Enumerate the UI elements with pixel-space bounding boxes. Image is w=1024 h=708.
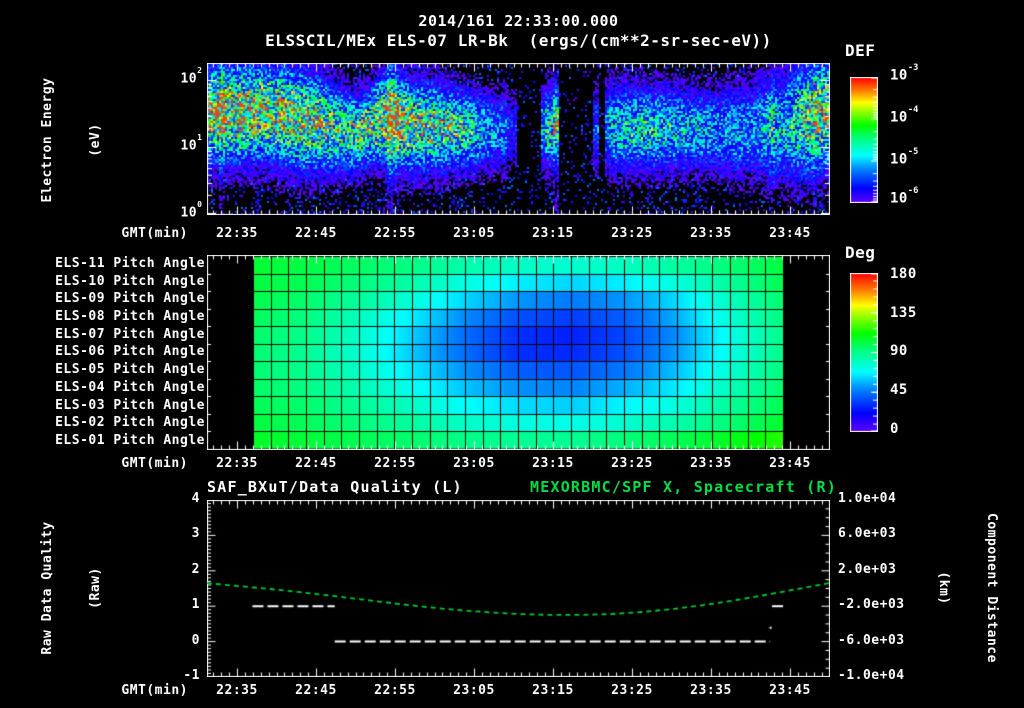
x-tick-label: 23:15	[532, 456, 574, 471]
deg-colorbar-canvas	[850, 273, 878, 432]
quality-tick-label: 0	[191, 632, 200, 648]
exponent: 2	[197, 66, 202, 76]
exponent: 1	[197, 133, 202, 143]
x-tick-label: 22:45	[295, 683, 337, 698]
energy-tick-label: 100	[180, 200, 202, 221]
x-axis-caption-top: GMT(min)	[121, 226, 188, 241]
spectrogram-y-axis-label-line2: (eV)	[88, 123, 104, 157]
pitch-row-label: ELS-05 Pitch Angle	[55, 362, 205, 378]
pitch-row-label: ELS-10 Pitch Angle	[55, 273, 205, 289]
bottom-left-axis-label-line2: (Raw)	[88, 567, 104, 609]
x-tick-label: 23:25	[611, 226, 653, 241]
distance-tick-label: -2.0e+03	[838, 597, 905, 613]
electron-energy-spectrogram-canvas	[207, 63, 830, 215]
x-tick-label: 22:35	[216, 226, 258, 241]
def-colorbar-tick-label: 10-4	[890, 105, 919, 126]
quality-tick-label: -1	[183, 668, 200, 683]
x-tick-label: 22:45	[295, 456, 337, 471]
x-tick-label: 22:55	[374, 226, 416, 241]
bottom-left-series-title: SAF_BXuT/Data Quality (L)	[207, 478, 463, 496]
pitch-row-label: ELS-04 Pitch Angle	[55, 379, 205, 395]
plot-title: ELSSCIL/MEx ELS-07 LR-Bk (ergs/(cm**2-sr…	[265, 31, 772, 50]
energy-tick-label: 101	[180, 133, 202, 154]
x-tick-label: 22:35	[216, 456, 258, 471]
x-tick-label: 23:05	[453, 226, 495, 241]
def-colorbar-tick-label: 10-3	[890, 63, 919, 84]
distance-tick-label: -6.0e+03	[838, 632, 905, 648]
bottom-left-axis-label-line1: Raw Data Quality	[39, 521, 55, 655]
exponent: -3	[907, 63, 919, 74]
x-tick-label: 23:35	[690, 683, 732, 698]
x-tick-label: 22:35	[216, 683, 258, 698]
plot-timestamp: 2014/161 22:33:00.000	[418, 12, 619, 30]
x-tick-label: 23:45	[769, 456, 811, 471]
x-tick-label: 23:45	[769, 683, 811, 698]
bottom-right-series-title: MEXORBMC/SPF X, Spacecraft (R)	[530, 478, 837, 496]
x-axis-caption-mid: GMT(min)	[121, 456, 188, 471]
distance-tick-label: 2.0e+03	[838, 561, 897, 577]
spectrogram-y-axis-label-line1: Electron Energy	[39, 77, 55, 203]
quality-tick-label: 1	[191, 597, 200, 613]
x-tick-label: 22:55	[374, 456, 416, 471]
x-tick-label: 23:05	[453, 683, 495, 698]
bottom-right-axis-label-line2: (km)	[935, 571, 951, 605]
quality-tick-label: 4	[191, 491, 200, 506]
def-colorbar-tick-label: 10-5	[890, 147, 919, 168]
spectrogram-y-axis-label: Electron Energy (eV)	[7, 78, 137, 203]
pitch-row-label: ELS-09 Pitch Angle	[55, 291, 205, 307]
x-tick-label: 23:15	[532, 226, 574, 241]
pitch-row-label: ELS-08 Pitch Angle	[55, 309, 205, 325]
exponent: -6	[907, 186, 919, 197]
def-colorbar-title: DEF	[845, 41, 876, 60]
bottom-right-axis-label-line1: Component Distance	[984, 513, 1000, 663]
x-tick-label: 22:45	[295, 226, 337, 241]
distance-tick-label: 6.0e+03	[838, 526, 897, 542]
def-colorbar-tick-label: 10-6	[890, 186, 919, 207]
x-tick-label: 23:05	[453, 456, 495, 471]
pitch-row-label: ELS-03 Pitch Angle	[55, 397, 205, 413]
quality-tick-label: 3	[191, 526, 200, 542]
deg-colorbar-tick-label: 45	[890, 382, 908, 398]
x-tick-label: 23:25	[611, 683, 653, 698]
x-tick-label: 23:35	[690, 456, 732, 471]
pitch-row-label: ELS-07 Pitch Angle	[55, 326, 205, 342]
exponent: -5	[907, 147, 919, 158]
deg-colorbar-tick-label: 90	[890, 343, 908, 359]
x-tick-label: 23:45	[769, 226, 811, 241]
energy-tick-label: 102	[180, 66, 202, 87]
distance-tick-label: 1.0e+04	[838, 491, 897, 506]
x-tick-label: 22:55	[374, 683, 416, 698]
exponent: -4	[907, 105, 919, 116]
deg-colorbar-tick-label: 0	[890, 421, 899, 437]
deg-colorbar-tick-label: 180	[890, 266, 917, 282]
x-tick-label: 23:35	[690, 226, 732, 241]
deg-colorbar-tick-label: 135	[890, 305, 917, 321]
pitch-row-label: ELS-01 Pitch Angle	[55, 433, 205, 449]
quality-tick-label: 2	[191, 561, 200, 577]
distance-tick-label: -1.0e+04	[838, 668, 905, 683]
pitch-angle-canvas	[207, 255, 830, 450]
pitch-row-label: ELS-02 Pitch Angle	[55, 415, 205, 431]
x-axis-caption-bottom: GMT(min)	[121, 683, 188, 698]
bottom-left-axis-label: Raw Data Quality (Raw)	[7, 521, 137, 654]
x-tick-label: 23:15	[532, 683, 574, 698]
exponent: 0	[197, 200, 202, 210]
def-colorbar-canvas	[850, 77, 878, 203]
deg-colorbar-title: Deg	[845, 243, 876, 262]
x-tick-label: 23:25	[611, 456, 653, 471]
pitch-row-label: ELS-11 Pitch Angle	[55, 255, 205, 271]
pitch-row-label: ELS-06 Pitch Angle	[55, 344, 205, 360]
bottom-right-axis-label: Component Distance (km)	[902, 513, 1024, 663]
quality-distance-plot-canvas	[207, 500, 830, 677]
